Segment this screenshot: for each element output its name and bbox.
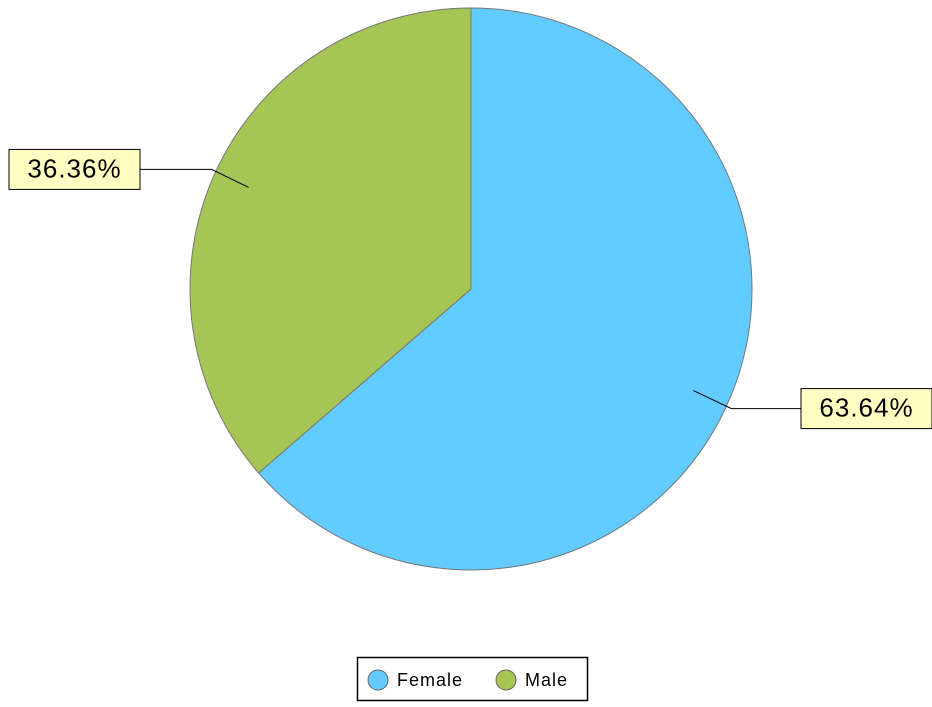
legend-box — [356, 656, 589, 702]
leader-line — [693, 390, 801, 410]
pie-slice — [257, 7, 753, 571]
pie-slice — [189, 7, 472, 474]
data-label: 63.64% — [819, 392, 913, 422]
label-box — [800, 388, 932, 430]
data-label: 36.36% — [27, 153, 121, 183]
legend-swatch — [495, 669, 517, 691]
legend-label: Female — [397, 670, 463, 690]
legend: Female Male — [356, 656, 589, 702]
label-box — [8, 148, 141, 190]
legend-label: Male — [525, 670, 568, 690]
legend-swatch — [367, 669, 389, 691]
leader-line — [140, 168, 249, 188]
